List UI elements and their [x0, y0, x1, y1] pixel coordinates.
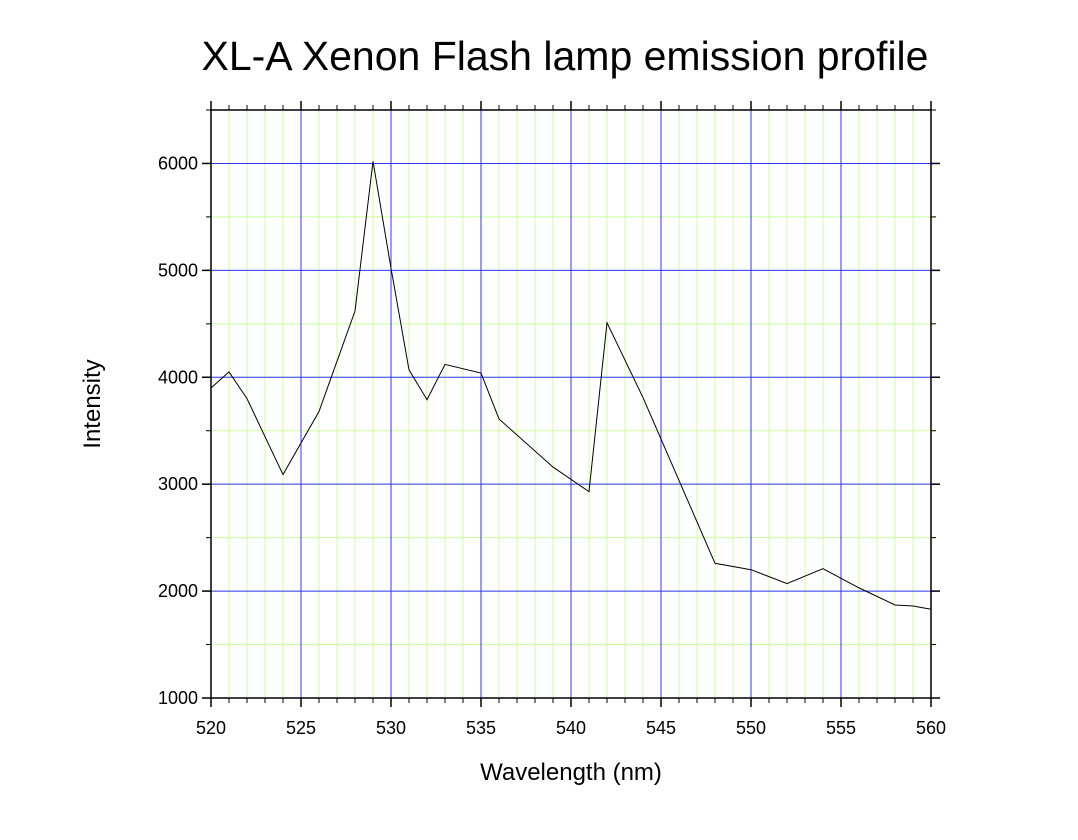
y-axis-label: Intensity — [79, 359, 106, 448]
x-tick-label: 560 — [916, 718, 946, 738]
x-tick-label: 550 — [736, 718, 766, 738]
x-tick-label: 535 — [466, 718, 496, 738]
x-tick-label: 530 — [376, 718, 406, 738]
plot-frame — [210, 109, 932, 699]
y-tick-label: 3000 — [158, 474, 198, 494]
x-tick-label: 545 — [646, 718, 676, 738]
y-tick-label: 2000 — [158, 581, 198, 601]
chart-title: XL-A Xenon Flash lamp emission profile — [202, 33, 929, 79]
y-tick-label: 1000 — [158, 688, 198, 708]
y-tick-label: 5000 — [158, 260, 198, 280]
x-tick-label: 540 — [556, 718, 586, 738]
x-tick-label: 555 — [826, 718, 856, 738]
y-tick-label: 4000 — [158, 367, 198, 387]
x-tick-label: 520 — [196, 718, 226, 738]
y-tick-label: 6000 — [158, 153, 198, 173]
data-line — [210, 161, 932, 610]
x-tick-label: 525 — [286, 718, 316, 738]
x-axis-label: Wavelength (nm) — [480, 759, 662, 786]
